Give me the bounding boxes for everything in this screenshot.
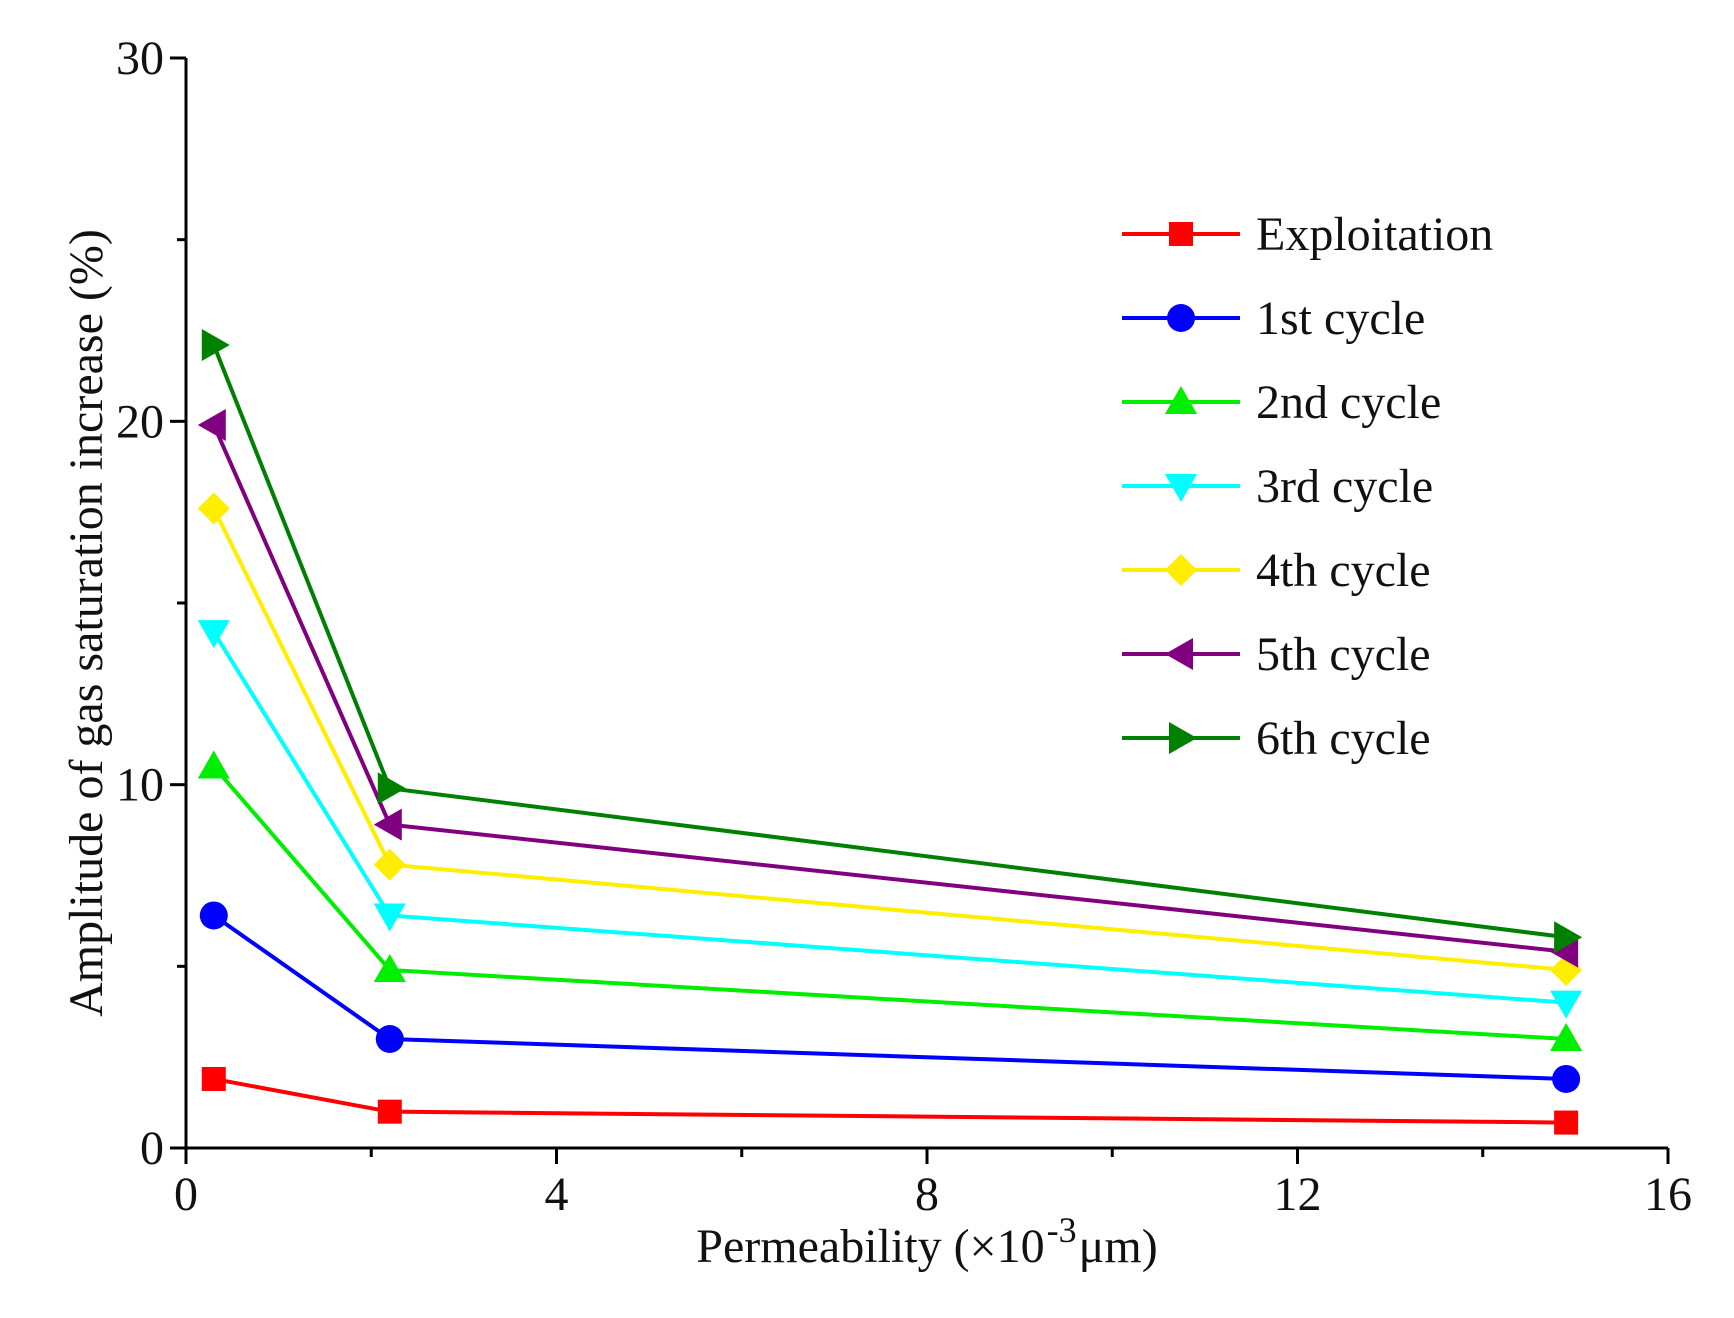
data-point-exploitation <box>1554 1110 1579 1135</box>
data-point-6th-cycle <box>201 329 230 362</box>
series-6th-cycle <box>201 329 1583 954</box>
axes: 0 4 8 12 16 0 10 20 30 Permeability (×10-3μm) Ampl… <box>60 32 1692 1273</box>
y-axis-title: Amplitude of gas saturation increase (%) <box>60 229 113 1017</box>
series-line-exploitation <box>213 1077 1567 1125</box>
data-point-3rd-cycle <box>373 903 406 932</box>
legend-label: 6th cycle <box>1256 712 1431 765</box>
series-2nd-cycle <box>197 750 1583 1051</box>
x-tick-label: 16 <box>1644 1168 1692 1221</box>
data-point-5th-cycle <box>373 808 402 841</box>
series-line-1st-cycle <box>212 913 1567 1081</box>
legend-label: 2nd cycle <box>1256 376 1441 429</box>
series-exploitation <box>201 1066 1579 1135</box>
y-tick-label: 10 <box>116 759 164 812</box>
x-tick-label: 4 <box>545 1168 569 1221</box>
legend-label: 5th cycle <box>1256 628 1431 681</box>
series-line-2nd-cycle <box>212 765 1567 1041</box>
legend-label: 3rd cycle <box>1256 460 1433 513</box>
legend-entry-exploitation: Exploitation <box>1122 208 1493 261</box>
series-4th-cycle <box>197 492 1583 986</box>
data-point-1st-cycle <box>375 1025 404 1053</box>
data-point-4th-cycle <box>197 492 230 525</box>
data-point-4th-cycle <box>373 848 406 881</box>
legend-entry-5th-cycle: 5th cycle <box>1122 628 1431 681</box>
x-axis-title-exponent: -3 <box>1047 1210 1077 1250</box>
x-axis-title: Permeability (×10-3μm) <box>696 1210 1157 1273</box>
data-point-3rd-cycle <box>1550 990 1583 1019</box>
data-point-3rd-cycle <box>197 620 230 649</box>
series-1st-cycle <box>199 901 1581 1093</box>
legend-label: 1st cycle <box>1256 292 1425 345</box>
y-tick-label: 0 <box>140 1122 164 1175</box>
y-tick-label: 30 <box>116 32 164 85</box>
data-point-1st-cycle <box>199 901 228 930</box>
legend-marker-4th-cycle <box>1165 554 1197 586</box>
legend-label: Exploitation <box>1256 208 1493 261</box>
legend-marker-exploitation <box>1169 222 1193 246</box>
series-3rd-cycle <box>197 620 1583 1019</box>
x-tick-label: 8 <box>915 1168 939 1221</box>
series-line-3rd-cycle <box>212 631 1567 1005</box>
data-point-exploitation <box>201 1066 226 1091</box>
data-point-2nd-cycle <box>197 750 230 779</box>
legend-label: 4th cycle <box>1256 544 1431 597</box>
series-layer <box>197 329 1583 1135</box>
x-axis-title-main: Permeability (×10 <box>696 1220 1044 1273</box>
legend-entry-4th-cycle: 4th cycle <box>1122 544 1431 597</box>
legend-marker-1st-cycle <box>1167 304 1195 332</box>
legend: Exploitation 1st cycle 2nd cycle 3rd cycle 4… <box>1122 208 1493 765</box>
data-point-2nd-cycle <box>373 953 406 982</box>
legend-marker-6th-cycle <box>1169 722 1197 754</box>
data-point-2nd-cycle <box>1550 1023 1583 1051</box>
legend-marker-5th-cycle <box>1165 638 1193 670</box>
legend-entry-2nd-cycle: 2nd cycle <box>1122 376 1441 429</box>
x-axis-title-unit: μm) <box>1079 1220 1158 1273</box>
data-point-5th-cycle <box>1550 935 1579 968</box>
y-tick-label: 20 <box>116 395 164 448</box>
series-5th-cycle <box>197 408 1579 968</box>
legend-entry-3rd-cycle: 3rd cycle <box>1122 460 1433 513</box>
data-point-1st-cycle <box>1552 1064 1581 1093</box>
legend-entry-1st-cycle: 1st cycle <box>1122 292 1425 345</box>
x-tick-label: 12 <box>1274 1168 1322 1221</box>
x-tick-label: 0 <box>174 1168 198 1221</box>
data-point-6th-cycle <box>377 772 406 805</box>
data-point-exploitation <box>377 1099 402 1124</box>
legend-marker-3rd-cycle <box>1165 474 1197 502</box>
legend-marker-2nd-cycle <box>1165 386 1197 414</box>
data-point-5th-cycle <box>197 408 226 441</box>
data-point-6th-cycle <box>1554 921 1583 954</box>
legend-entry-6th-cycle: 6th cycle <box>1122 712 1431 765</box>
